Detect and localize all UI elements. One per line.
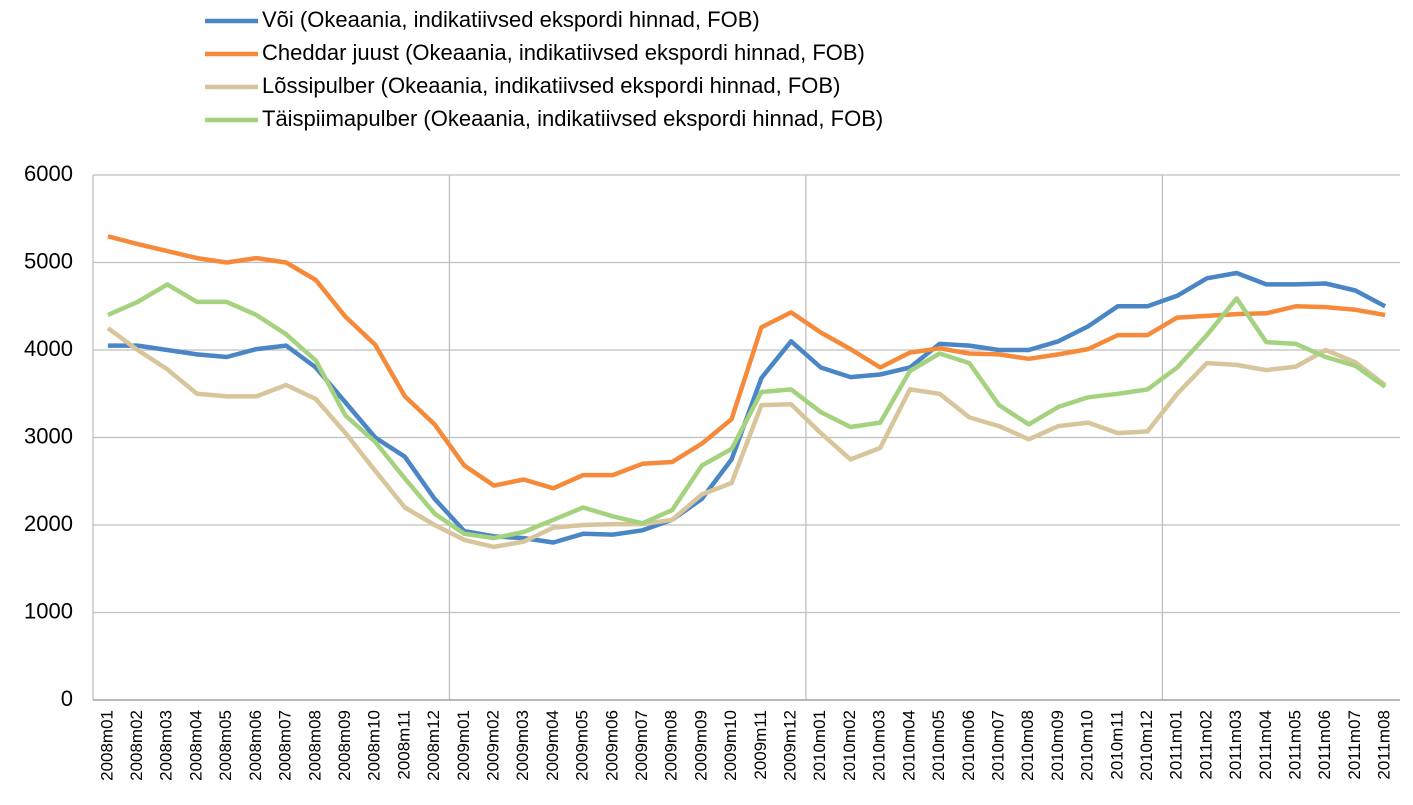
legend-label: Cheddar juust (Okeaania, indikatiivsed e… (262, 40, 865, 65)
series-line (106, 282, 1387, 541)
legend-label: Või (Okeaania, indikatiivsed ekspordi hi… (262, 7, 760, 32)
y-tick-label: 3000 (24, 423, 73, 448)
x-tick-label: 2009m03 (513, 710, 532, 781)
x-tick-label: 2010m11 (1107, 710, 1126, 780)
y-tick-label: 1000 (24, 598, 73, 623)
x-tick-label: 2009m07 (632, 710, 651, 781)
series-line (106, 326, 1387, 550)
x-tick-label: 2008m01 (97, 710, 116, 781)
x-tick-label: 2010m08 (1018, 710, 1037, 781)
series-line (107, 234, 1386, 491)
x-tick-label: 2011m02 (1196, 710, 1215, 780)
x-tick-label: 2008m05 (216, 710, 235, 781)
x-tick-label: 2011m04 (1256, 710, 1275, 780)
x-tick-label: 2008m07 (276, 710, 295, 781)
x-tick-label: 2011m01 (1167, 710, 1186, 780)
x-tick-label: 2011m08 (1375, 710, 1394, 780)
x-tick-label: 2008m11 (394, 710, 413, 780)
x-tick-label: 2010m12 (1137, 710, 1156, 781)
x-tick-label: 2011m06 (1315, 710, 1334, 780)
y-tick-label: 6000 (24, 161, 73, 186)
x-tick-label: 2009m08 (662, 710, 681, 781)
x-tick-label: 2009m02 (483, 710, 502, 781)
x-tick-label: 2008m06 (246, 710, 265, 781)
y-tick-label: 4000 (24, 336, 73, 361)
x-tick-label: 2010m04 (899, 710, 918, 781)
x-tick-label: 2009m12 (781, 710, 800, 781)
x-tick-label: 2008m02 (127, 710, 146, 781)
x-tick-label: 2009m04 (543, 710, 562, 781)
x-tick-label: 2008m04 (186, 710, 205, 781)
x-tick-label: 2011m03 (1226, 710, 1245, 780)
x-tick-label: 2009m05 (573, 710, 592, 781)
x-tick-label: 2011m07 (1345, 710, 1364, 780)
x-tick-label: 2009m01 (454, 710, 473, 781)
x-tick-label: 2010m07 (988, 710, 1007, 781)
x-tick-label: 2008m10 (365, 710, 384, 781)
y-tick-label: 0 (61, 686, 73, 711)
x-tick-label: 2010m06 (959, 710, 978, 781)
y-tick-label: 5000 (24, 248, 73, 273)
x-tick-label: 2011m05 (1286, 710, 1305, 780)
legend-label: Lõssipulber (Okeaania, indikatiivsed eks… (262, 73, 840, 98)
x-tick-label: 2008m09 (335, 710, 354, 781)
x-tick-label: 2010m01 (810, 710, 829, 781)
x-tick-label: 2009m06 (602, 710, 621, 781)
x-tick-label: 2009m10 (721, 710, 740, 781)
x-tick-label: 2010m10 (1078, 710, 1097, 781)
x-tick-label: 2008m08 (305, 710, 324, 781)
x-tick-label: 2010m09 (1048, 710, 1067, 781)
x-tick-label: 2010m05 (929, 710, 948, 781)
x-tick-label: 2010m03 (870, 710, 889, 781)
x-tick-label: 2008m03 (157, 710, 176, 781)
series-line (107, 270, 1387, 545)
x-tick-label: 2010m02 (840, 710, 859, 781)
x-tick-label: 2008m12 (424, 710, 443, 781)
x-tick-label: 2009m09 (691, 710, 710, 781)
x-tick-label: 2009m11 (751, 710, 770, 780)
legend-label: Täispiimapulber (Okeaania, indikatiivsed… (262, 106, 883, 131)
y-tick-label: 2000 (24, 511, 73, 536)
